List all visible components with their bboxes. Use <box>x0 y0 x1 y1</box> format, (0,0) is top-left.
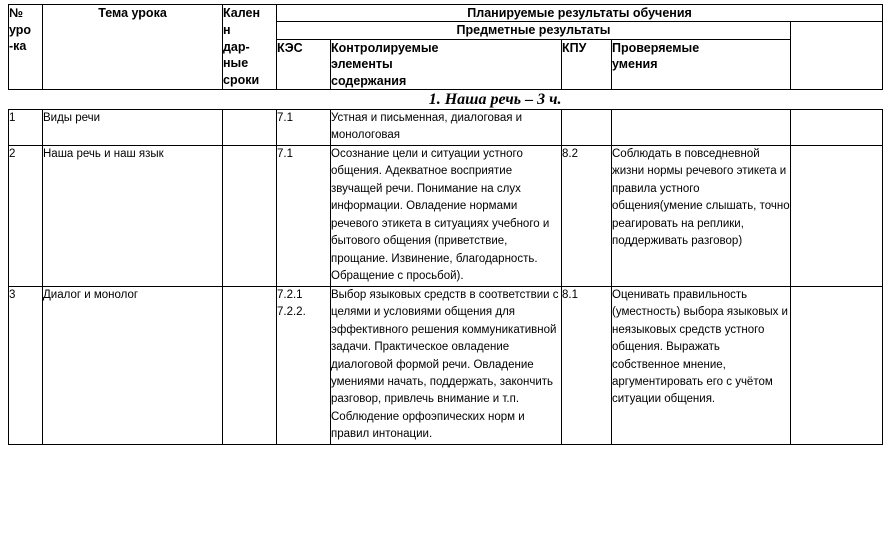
row-extra <box>789 144 884 287</box>
row-calendar <box>222 144 277 287</box>
row-skills: Соблюдать в повседневной жизни нормы реч… <box>611 144 791 287</box>
row-kes: 7.1 <box>276 144 331 287</box>
row-calendar <box>222 108 277 146</box>
row-number: 2 <box>8 144 43 287</box>
row-content: Осознание цели и ситуации устного общени… <box>330 144 562 287</box>
header-lesson-number: № уро -ка <box>8 4 43 90</box>
row-calendar <box>222 285 277 445</box>
lesson-plan-table: № уро -ка Тема урока Кален н дар- ные ср… <box>8 3 884 445</box>
table-row: 1 Виды речи 7.1 Устная и письменная, диа… <box>8 108 884 146</box>
header-controlled-content: Контролируемые элементы содержания <box>330 39 562 90</box>
row-extra <box>789 108 884 146</box>
header-tested-skills-line-2: умения <box>612 57 658 72</box>
section-spacer-kpu <box>561 89 612 110</box>
row-kes: 7.1 <box>276 108 331 146</box>
row-content: Выбор языковых средств в соответствии с … <box>330 285 562 445</box>
header-controlled-content-line-2: элементы <box>331 57 393 72</box>
row-extra <box>789 285 884 445</box>
section-spacer-num <box>8 89 43 110</box>
row-topic: Виды речи <box>42 108 223 146</box>
row-kpu <box>561 108 612 146</box>
header-lesson-number-line-3: -ка <box>9 39 27 53</box>
header-extra-column <box>789 21 884 90</box>
section-title-row: 1. Наша речь – 3 ч. <box>8 89 883 110</box>
row-number: 1 <box>8 108 43 146</box>
row-kes: 7.2.1 7.2.2. <box>276 285 331 445</box>
header-lesson-number-line-1: № <box>9 6 23 20</box>
header-controlled-content-line-3: содержания <box>331 73 407 88</box>
row-skills: Оценивать правильность (уместность) выбо… <box>611 285 791 445</box>
section-spacer-extra <box>790 89 883 110</box>
row-content: Устная и письменная, диалоговая и моноло… <box>330 108 562 146</box>
header-tested-skills: Проверяемые умения <box>611 39 791 90</box>
table-header-row-1: № уро -ка Тема урока Кален н дар- ные ср… <box>8 3 884 90</box>
header-calendar-line-1: Кален <box>223 6 261 20</box>
header-subject-results: Предметные результаты <box>276 21 791 40</box>
header-calendar-line-3: дар- <box>223 39 250 54</box>
header-calendar-line-5: сроки <box>223 73 260 87</box>
table-row: 2 Наша речь и наш язык 7.1 Осознание цел… <box>8 144 884 287</box>
row-kpu: 8.1 <box>561 285 612 445</box>
header-kes: КЭС <box>276 39 331 90</box>
row-skills <box>611 108 791 146</box>
header-lesson-topic: Тема урока <box>42 4 223 90</box>
header-planned-results: Планируемые результаты обучения <box>275 3 884 23</box>
section-title: 1. Наша речь – 3 ч. <box>276 89 562 110</box>
section-spacer-cal <box>222 89 277 110</box>
table-header-row-2: Предметные результаты <box>9 21 884 90</box>
header-calendar-line-2: н <box>223 22 231 37</box>
section-spacer-skills <box>611 89 791 110</box>
header-controlled-content-line-1: Контролируемые <box>331 41 439 55</box>
row-topic: Наша речь и наш язык <box>42 144 223 287</box>
section-spacer-topic <box>42 89 223 110</box>
table-row: 3 Диалог и монолог 7.2.1 7.2.2. Выбор яз… <box>8 285 884 445</box>
header-calendar-dates: Кален н дар- ные сроки <box>222 4 277 90</box>
header-tested-skills-line-1: Проверяемые <box>612 41 700 55</box>
table-header-row-3: КЭС Контролируемые элементы содержания К… <box>9 39 883 90</box>
row-kpu: 8.2 <box>561 144 612 287</box>
header-calendar-line-4: ные <box>223 56 249 71</box>
header-lesson-number-line-2: уро <box>9 22 32 37</box>
row-number: 3 <box>8 285 43 445</box>
header-kpu: КПУ <box>561 39 612 90</box>
row-topic: Диалог и монолог <box>42 285 223 445</box>
